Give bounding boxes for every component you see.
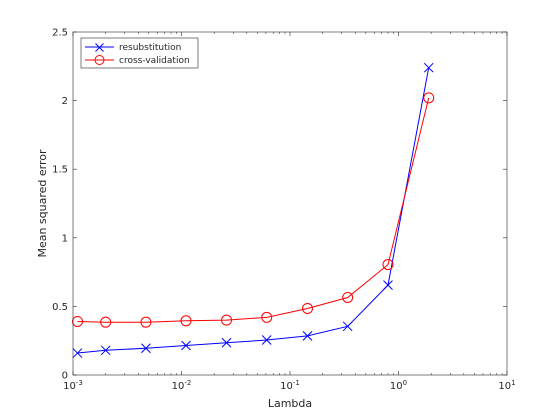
data-point-resubstitution <box>221 337 232 348</box>
data-point-cross-validation <box>342 291 354 303</box>
legend-marker-cross-validation <box>94 55 105 65</box>
y-tick-label: 1.5 <box>52 165 68 176</box>
x-tick-label: 10-2 <box>172 379 192 392</box>
y-tick-label: 1 <box>62 233 68 244</box>
plot-area <box>73 32 507 375</box>
data-point-cross-validation <box>261 311 273 323</box>
data-point-cross-validation <box>221 314 233 326</box>
series-line-cross-validation <box>77 97 430 323</box>
data-point-resubstitution <box>100 345 111 356</box>
series-line-resubstitution <box>77 67 430 354</box>
y-tick-label: 2.5 <box>52 28 68 39</box>
data-point-resubstitution <box>383 280 393 290</box>
y-axis-label: Mean squared error <box>36 149 49 258</box>
data-point-cross-validation <box>71 315 83 327</box>
data-point-cross-validation <box>302 302 314 314</box>
x-tick-label: 101 <box>498 379 515 392</box>
y-tick-label: 0 <box>62 371 68 382</box>
data-point-resubstitution <box>181 340 191 351</box>
ticks-layer: 10-3 10-2 10-1 100 101 0 0.5 1 1.5 2 2.5 <box>52 28 516 393</box>
data-point-resubstitution <box>423 62 434 73</box>
x-tick-label: 10-3 <box>63 379 83 392</box>
series-layer <box>71 62 435 358</box>
legend: resubstitution cross-validation <box>80 37 199 69</box>
data-point-cross-validation <box>140 316 152 328</box>
x-tick-label: 100 <box>390 379 407 392</box>
y-tick-label: 0.5 <box>52 302 68 313</box>
data-point-resubstitution <box>261 335 272 345</box>
data-point-cross-validation <box>100 316 112 328</box>
legend-label-resubstitution: resubstitution <box>119 43 181 53</box>
data-point-resubstitution <box>342 321 353 332</box>
data-point-cross-validation <box>382 259 394 271</box>
data-point-cross-validation <box>423 92 435 104</box>
data-point-cross-validation <box>180 315 192 327</box>
legend-label-cross-validation: cross-validation <box>119 56 190 66</box>
x-axis-label: Lambda <box>268 397 312 410</box>
legend-box <box>80 37 199 69</box>
legend-marker-resubstitution <box>95 43 104 52</box>
data-point-resubstitution <box>302 331 313 341</box>
data-point-resubstitution <box>72 348 83 358</box>
x-tick-label: 10-1 <box>280 379 300 392</box>
y-tick-label: 2 <box>62 96 68 107</box>
data-point-resubstitution <box>141 343 151 354</box>
